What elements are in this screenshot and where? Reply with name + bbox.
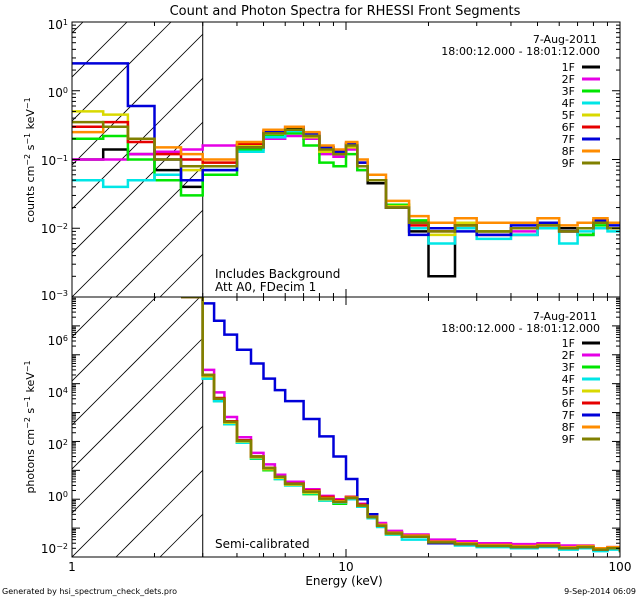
top-y-tick-label: 10−1 xyxy=(41,154,68,169)
legend-label-1F: 1F xyxy=(562,337,575,350)
legend-label-4F: 4F xyxy=(562,373,575,386)
photon-spectrum-panel: 7-Aug-2011 18:00:12.000 - 18:01:12.000 1… xyxy=(23,296,621,558)
bottom-note-calibration: Semi-calibrated xyxy=(215,537,310,551)
bottom-ylabel-exp: −1 xyxy=(23,360,32,372)
bottom-y-axis-label: photons cm−2 s−1 keV−1 xyxy=(23,360,38,493)
bottom-y-tick-label: 104 xyxy=(48,386,68,401)
legend-label-3F: 3F xyxy=(562,361,575,374)
legend-label-5F: 5F xyxy=(562,385,575,398)
bottom-ylabel-part: keV xyxy=(24,372,37,396)
hatch-line xyxy=(72,297,157,382)
top-y-tick-label: 10−2 xyxy=(41,222,68,237)
top-ylabel-exp: −1 xyxy=(23,133,32,145)
x-axis-label: Energy (keV) xyxy=(305,574,382,588)
top-y-axis-label: counts cm−2 s−1 keV−1 xyxy=(23,97,38,222)
top-ylabel-part: counts cm xyxy=(24,166,37,223)
bottom-ylabel-exp: −1 xyxy=(23,396,32,408)
hatch-line xyxy=(72,297,201,426)
top-y-tick-label: 100 xyxy=(48,86,68,101)
top-note-attenuator: Att A0, FDecim 1 xyxy=(215,280,316,294)
legend-label-7F: 7F xyxy=(562,133,575,146)
top-ylabel-exp: −2 xyxy=(23,154,32,166)
legend-label-6F: 6F xyxy=(562,397,575,410)
x-tick-label: 100 xyxy=(609,560,632,574)
bottom-ylabel-part: photons cm xyxy=(24,429,37,494)
bottom-hatched-region xyxy=(72,297,620,557)
hatch-mask xyxy=(202,297,620,557)
figure-title: Count and Photon Spectra for RHESSI Fron… xyxy=(170,4,521,19)
legend-label-9F: 9F xyxy=(562,157,575,170)
series-line-8F xyxy=(72,125,620,227)
legend-label-5F: 5F xyxy=(562,109,575,122)
x-tick-label: 1 xyxy=(68,560,76,574)
footer-date: 9-Sep-2014 06:09 xyxy=(564,587,636,596)
bottom-date-label: 7-Aug-2011 xyxy=(533,310,597,323)
footer-generated-by: Generated by hsi_spectrum_check_dets.pro xyxy=(2,587,177,596)
hatch-line xyxy=(72,297,245,470)
top-ylabel-part: keV xyxy=(24,109,37,133)
count-spectrum-panel: 7-Aug-2011 18:00:12.000 - 18:01:12.000 1… xyxy=(23,18,621,304)
bottom-axis-ticks xyxy=(71,296,621,558)
bottom-y-tick-label: 100 xyxy=(48,490,68,505)
hatch-line xyxy=(72,22,128,78)
legend-label-2F: 2F xyxy=(562,73,575,86)
legend-label-4F: 4F xyxy=(562,97,575,110)
hatch-line xyxy=(72,22,172,122)
legend-label-6F: 6F xyxy=(562,121,575,134)
legend-label-1F: 1F xyxy=(562,61,575,74)
x-tick-label: 10 xyxy=(338,560,353,574)
bottom-ylabel-exp: −2 xyxy=(23,417,32,429)
top-hatched-region xyxy=(72,22,620,297)
series-line-9F xyxy=(181,297,620,552)
top-series-group xyxy=(72,62,620,278)
legend-label-3F: 3F xyxy=(562,85,575,98)
series-line-9F xyxy=(72,120,620,233)
top-y-tick-label: 10−3 xyxy=(41,289,68,304)
bottom-series-group xyxy=(181,297,620,553)
top-axis-ticks xyxy=(71,21,621,298)
bottom-ylabel-part: s xyxy=(24,408,37,417)
bottom-y-tick-label: 102 xyxy=(48,438,68,453)
bottom-y-tick-label: 10−2 xyxy=(41,542,68,557)
legend-label-7F: 7F xyxy=(562,409,575,422)
legend-label-2F: 2F xyxy=(562,349,575,362)
top-ylabel-exp: −1 xyxy=(23,97,32,109)
legend-label-9F: 9F xyxy=(562,433,575,446)
top-ylabel-part: s xyxy=(24,144,37,153)
legend-label-8F: 8F xyxy=(562,421,575,434)
hatch-mask xyxy=(202,22,620,297)
top-y-tick-label: 101 xyxy=(48,18,68,33)
top-time-range-label: 18:00:12.000 - 18:01:12.000 xyxy=(441,45,600,58)
bottom-time-range-label: 18:00:12.000 - 18:01:12.000 xyxy=(441,322,600,335)
legend-label-8F: 8F xyxy=(562,145,575,158)
top-date-label: 7-Aug-2011 xyxy=(533,33,597,46)
bottom-y-tick-label: 106 xyxy=(48,334,68,349)
top-note-background: Includes Background xyxy=(215,267,340,281)
